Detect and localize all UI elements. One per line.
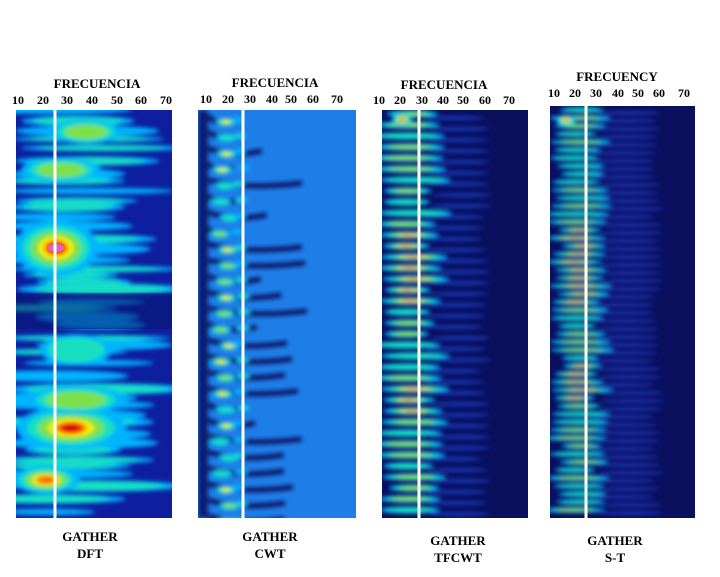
tick-label: 20 xyxy=(222,92,234,106)
panel-caption: GATHER DFT xyxy=(62,528,117,562)
tfcwt-spectrogram xyxy=(382,110,528,518)
caption-line: CWT xyxy=(254,546,286,561)
frequency-ticks: 10 20 30 40 50 60 70 xyxy=(198,92,356,106)
tick-label: 20 xyxy=(569,86,581,100)
frequency-axis-title: FRECUENCIA xyxy=(231,75,319,90)
caption-line: GATHER xyxy=(62,529,118,544)
tick-label: 10 xyxy=(12,93,24,107)
tick-label: 70 xyxy=(331,92,343,106)
tick-label: 60 xyxy=(135,93,147,107)
st-spectrogram xyxy=(550,106,695,518)
caption-line: S-T xyxy=(604,550,626,565)
tick-label: 70 xyxy=(678,86,690,100)
tick-label: 10 xyxy=(548,86,560,100)
tick-label: 30 xyxy=(61,93,73,107)
tick-label: 30 xyxy=(590,86,602,100)
caption-line: TFCWT xyxy=(434,550,482,565)
frequency-ticks: 10 20 30 40 50 60 70 xyxy=(373,93,528,107)
tick-label: 40 xyxy=(86,93,98,107)
panel-caption: GATHER S-T xyxy=(587,532,642,566)
caption-line: GATHER xyxy=(587,533,643,548)
tick-label: 50 xyxy=(632,86,644,100)
frequency-ticks: 10 20 30 40 50 60 70 xyxy=(548,86,696,100)
panel-caption: GATHER TFCWT xyxy=(430,532,485,566)
dft-spectrogram xyxy=(16,110,172,518)
marker-line xyxy=(417,110,421,518)
tick-label: 50 xyxy=(285,92,297,106)
tick-label: 70 xyxy=(160,93,172,107)
caption-line: GATHER xyxy=(430,533,486,548)
tick-label: 10 xyxy=(200,92,212,106)
tick-label: 50 xyxy=(111,93,123,107)
marker-line xyxy=(584,106,588,518)
marker-line xyxy=(241,110,245,518)
frequency-ticks: 10 20 30 40 50 60 70 xyxy=(12,93,172,107)
frequency-axis-title: FRECUENCIA xyxy=(53,76,141,91)
tick-label: 60 xyxy=(307,92,319,106)
cwt-scalogram xyxy=(198,110,356,518)
frequency-axis-title: FRECUENCY xyxy=(576,69,658,84)
caption-line: GATHER xyxy=(242,529,298,544)
panel-caption: GATHER CWT xyxy=(242,528,297,562)
tick-label: 40 xyxy=(437,93,449,107)
tick-label: 20 xyxy=(394,93,406,107)
tick-label: 40 xyxy=(266,92,278,106)
tick-label: 60 xyxy=(653,86,665,100)
frequency-axis-title: FRECUENCIA xyxy=(400,77,488,92)
caption-line: DFT xyxy=(76,546,103,561)
tick-label: 20 xyxy=(37,93,49,107)
tick-label: 50 xyxy=(457,93,469,107)
tick-label: 60 xyxy=(479,93,491,107)
tick-label: 30 xyxy=(244,92,256,106)
tick-label: 40 xyxy=(612,86,624,100)
marker-line xyxy=(53,110,57,518)
tick-label: 70 xyxy=(503,93,515,107)
tick-label: 30 xyxy=(416,93,428,107)
tick-label: 10 xyxy=(373,93,385,107)
